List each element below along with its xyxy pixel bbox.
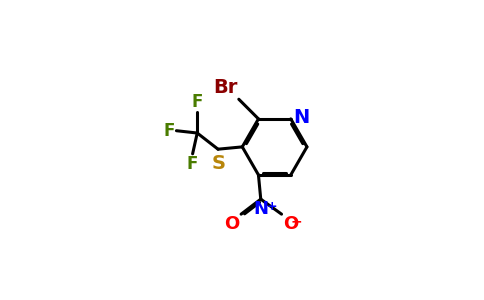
- Text: S: S: [212, 154, 226, 173]
- Text: F: F: [164, 122, 175, 140]
- Text: N: N: [294, 108, 310, 127]
- Text: O: O: [224, 215, 239, 233]
- Text: F: F: [192, 93, 203, 111]
- Text: −: −: [290, 214, 302, 228]
- Text: +: +: [267, 200, 277, 213]
- Text: O: O: [283, 215, 298, 233]
- Text: N: N: [253, 200, 268, 218]
- Text: F: F: [187, 155, 198, 173]
- Text: Br: Br: [213, 78, 238, 98]
